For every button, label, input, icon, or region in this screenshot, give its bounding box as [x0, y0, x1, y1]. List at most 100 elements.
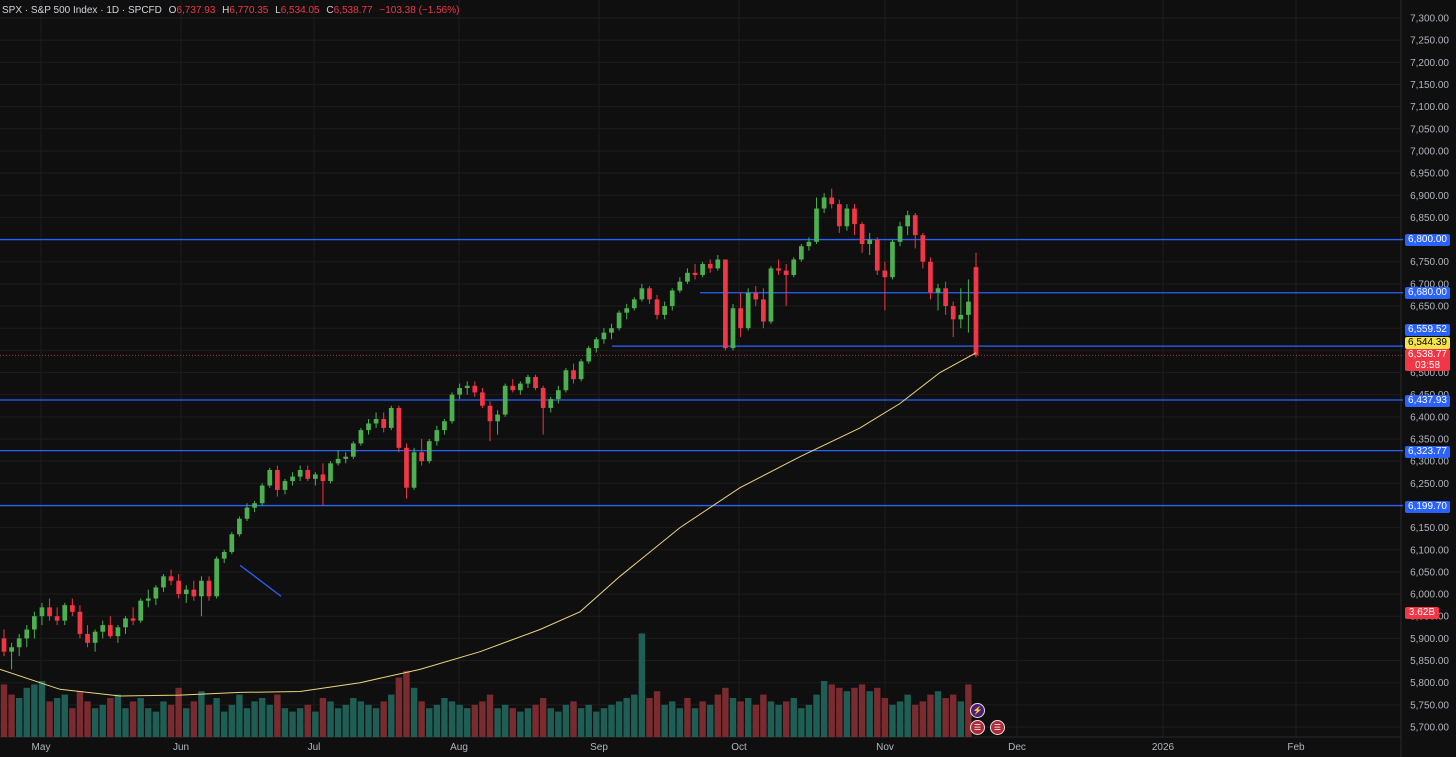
price-tag-6559[interactable]: 6,559.52: [1405, 324, 1450, 336]
candle-body: [305, 469, 311, 479]
volume-bar: [418, 701, 425, 737]
symbol-title: SPX · S&P 500 Index · 1D · SPCFD: [2, 5, 162, 16]
volume-bar: [0, 684, 8, 737]
candle-body: [753, 292, 759, 300]
x-tick-label: Jun: [173, 742, 189, 753]
volume-bar: [866, 691, 873, 737]
volume-bar: [828, 684, 835, 737]
volume-bar: [342, 704, 349, 737]
volume-bar: [889, 704, 896, 737]
volume-bar: [23, 687, 30, 737]
volume-bar: [69, 708, 76, 737]
volume-bar: [448, 701, 456, 737]
candle-body: [798, 246, 804, 260]
volume-bar: [99, 704, 106, 737]
volume-bar: [145, 708, 152, 737]
candle-body: [654, 299, 660, 315]
candle-body: [495, 414, 500, 422]
volume-bar: [456, 704, 463, 737]
us-flag-icon[interactable]: ☰: [970, 720, 985, 735]
volume-bar: [593, 711, 600, 737]
candle-body: [890, 241, 895, 278]
volume-bar: [950, 694, 957, 737]
lightning-icon[interactable]: ⚡: [970, 703, 985, 718]
open-value: 6,737.93: [176, 5, 216, 16]
volume-bar: [813, 694, 820, 737]
volume-bar: [266, 704, 273, 737]
x-tick-label: Oct: [731, 742, 747, 753]
volume-bar: [851, 687, 858, 737]
candle-body: [47, 607, 52, 617]
candle-body: [419, 452, 425, 462]
trendline: [239, 564, 282, 597]
candle-body: [973, 267, 979, 356]
candle-body: [343, 456, 349, 459]
candle-body: [16, 638, 22, 648]
volume-bar: [205, 704, 213, 737]
volume-bar: [524, 708, 532, 737]
candle-body: [730, 308, 736, 349]
candle-body: [859, 224, 865, 244]
volume-bar: [410, 687, 418, 737]
candle-body: [168, 576, 174, 581]
volume-bar: [942, 698, 949, 737]
candle-body: [457, 388, 462, 395]
volume-bar: [152, 711, 160, 737]
volume-tag: 3.62B: [1405, 607, 1439, 619]
candle-body: [358, 430, 364, 444]
us-flag-icon[interactable]: ☰: [990, 720, 1005, 735]
candle-body: [487, 405, 493, 422]
candle-body: [601, 332, 607, 340]
candle-body: [335, 458, 341, 464]
y-tick-label: 6,500.00: [1410, 368, 1449, 379]
candle-body: [578, 361, 584, 380]
candle-body: [525, 376, 531, 384]
y-tick-label: 5,700.00: [1410, 723, 1449, 734]
volume-bar: [319, 698, 327, 737]
volume-bar: [691, 708, 699, 737]
volume-bar: [836, 687, 843, 737]
volume-bar: [661, 704, 668, 737]
candle-body: [669, 290, 675, 307]
y-tick-label: 7,300.00: [1410, 14, 1449, 25]
price-tag-6680[interactable]: 6,680.00: [1405, 287, 1450, 299]
candle-body: [821, 197, 827, 209]
volume-bar: [46, 701, 53, 737]
candle-body: [54, 616, 60, 621]
y-tick-label: 6,050.00: [1410, 567, 1449, 578]
volume-bar: [699, 701, 706, 737]
price-tag-6800[interactable]: 6,800.00: [1405, 234, 1450, 246]
candle-body: [77, 611, 83, 634]
volume-bar: [896, 701, 904, 737]
price-tag-6437[interactable]: 6,437.93: [1405, 395, 1450, 407]
candle-body: [897, 226, 903, 242]
candle-body: [252, 503, 257, 508]
volume-bar: [243, 708, 251, 737]
volume-bar: [380, 701, 387, 737]
volume-bar: [707, 704, 714, 737]
candle-body: [366, 423, 371, 431]
candle-body: [745, 292, 751, 329]
volume-bar: [767, 701, 775, 737]
x-tick-label: May: [32, 742, 51, 753]
candle-body: [510, 385, 516, 391]
x-tick-label: Nov: [876, 742, 894, 753]
volume-bar: [722, 687, 729, 737]
volume-bar: [479, 701, 486, 737]
candle-body: [312, 474, 318, 479]
volume-bar: [486, 694, 494, 737]
volume-bar: [304, 704, 311, 737]
volume-bar: [357, 701, 365, 737]
y-tick-label: 7,100.00: [1410, 102, 1449, 113]
volume-bar: [547, 708, 554, 737]
candle-body: [381, 419, 387, 428]
price-tag-6199[interactable]: 6,199.70: [1405, 501, 1450, 513]
y-tick-label: 5,850.00: [1410, 656, 1449, 667]
volume-bar: [509, 708, 516, 737]
x-tick-label: Feb: [1287, 742, 1305, 753]
y-tick-label: 7,200.00: [1410, 58, 1449, 69]
candle-body: [723, 259, 728, 349]
price-tag-6323[interactable]: 6,323.77: [1405, 446, 1450, 458]
last-price-value: 6,538.77: [1408, 349, 1447, 360]
